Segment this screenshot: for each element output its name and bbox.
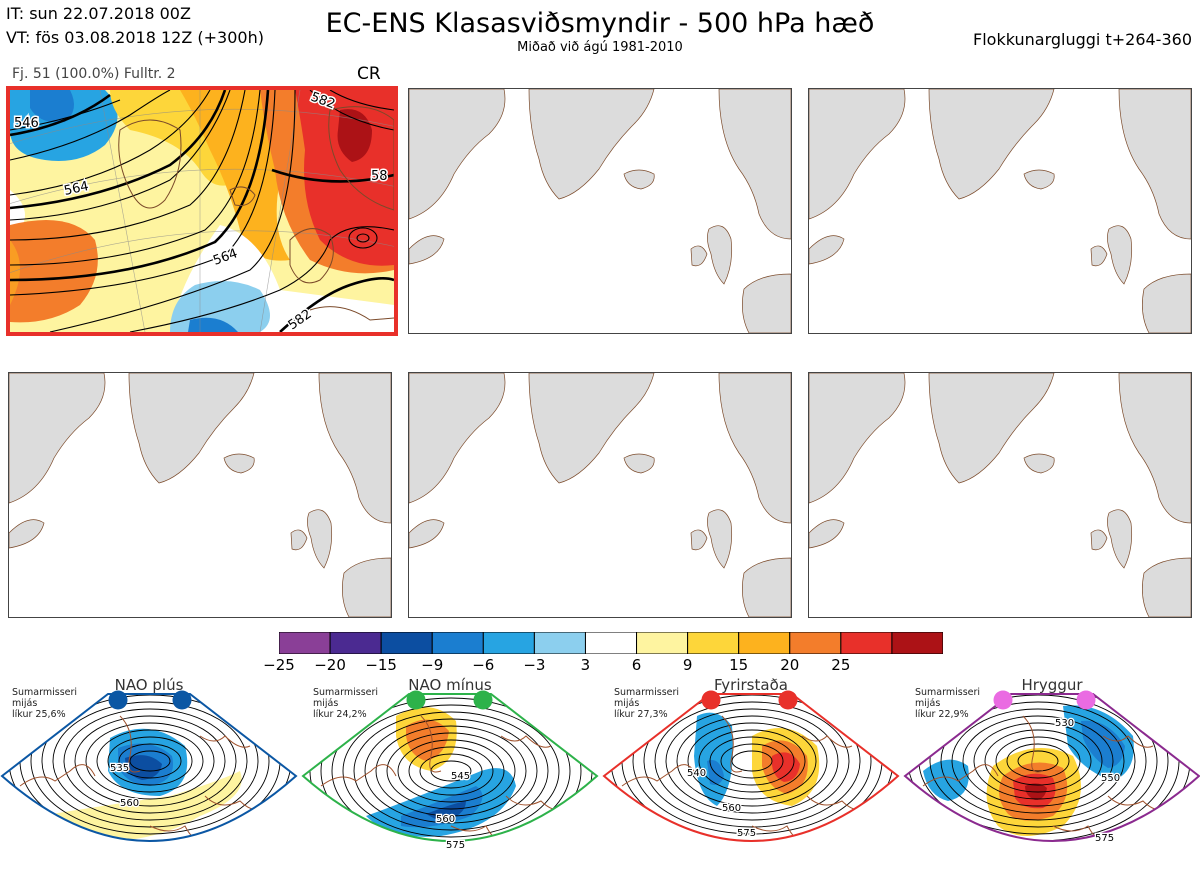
- regime-title: NAO plús: [114, 676, 184, 694]
- cluster-panel-6[interactable]: [808, 372, 1192, 618]
- colorbar-swatch: [584, 632, 638, 654]
- empty-cluster-map: [409, 373, 791, 617]
- regime-contour-label: 575: [737, 828, 756, 839]
- classification-window: Flokkunargluggi t+264-360: [973, 30, 1192, 49]
- colorbar-swatch: [279, 632, 331, 654]
- cluster-panel-1[interactable]: 546 564 564 582 582 58: [6, 86, 398, 336]
- colorbar-swatch: [636, 632, 689, 654]
- colorbar-tick: 15: [729, 656, 749, 674]
- regime-title: Hryggur: [1021, 676, 1083, 694]
- map-title: EC-ENS Klasasviðsmyndir - 500 hPa hæð: [325, 8, 875, 39]
- colorbar-swatch: [687, 632, 740, 654]
- regime-map: 535 560: [0, 690, 298, 842]
- colorbar-swatch: [533, 632, 586, 654]
- regime-panel[interactable]: 535 560 NAO plús Sumarmisseri mijás líkur 2…: [0, 676, 298, 871]
- regime-dot: [473, 690, 493, 710]
- regime-info: Sumarmisseri mijás líkur 24,2%: [313, 687, 379, 720]
- regime-dot: [406, 690, 426, 710]
- regime-title: NAO mínus: [408, 676, 492, 694]
- colorbar-tick: 9: [682, 656, 693, 674]
- regime-info: Sumarmisseri mijás líkur 25,6%: [12, 687, 78, 720]
- regime-info: Sumarmisseri mijás líkur 22,9%: [915, 687, 981, 720]
- regime-info: Sumarmisseri mijás líkur 27,3%: [614, 687, 680, 720]
- contour-label: 546: [14, 116, 39, 131]
- regime-dot: [1076, 690, 1096, 710]
- colorbar-swatch: [738, 632, 791, 654]
- regime-map: 545 560 575: [301, 690, 599, 852]
- colorbar-tick: 3: [580, 656, 591, 674]
- colorbar-tick: −3: [523, 656, 546, 674]
- colorbar-swatch: [789, 632, 842, 654]
- cluster-panel-4[interactable]: [8, 372, 392, 618]
- contour-label: 58: [371, 169, 388, 184]
- regime-dot: [108, 690, 128, 710]
- colorbar-swatch: [482, 632, 535, 654]
- panel-meta: Fj. 51 (100.0%) Fulltr. 2: [12, 66, 176, 82]
- colorbar-tick: −20: [314, 656, 346, 674]
- colorbar-tick: 20: [780, 656, 800, 674]
- regime-panel[interactable]: 545 560 575 NAO mínus Sumarmisseri mijás lík…: [301, 676, 599, 871]
- empty-cluster-map: [809, 89, 1191, 333]
- regime-map: 530 550 575: [903, 690, 1200, 845]
- colorbar-swatch: [891, 632, 943, 654]
- regime-map: 540 560 575: [602, 690, 900, 842]
- regime-panel[interactable]: 530 550 575 Hryggur Sumarmisseri mijás líkur…: [903, 676, 1200, 871]
- empty-cluster-map: [9, 373, 391, 617]
- colorbar-swatch: [431, 632, 484, 654]
- anomaly-colorbar: [279, 632, 943, 654]
- colorbar-swatch: [380, 632, 433, 654]
- colorbar-tick: −15: [365, 656, 397, 674]
- regime-dot: [993, 690, 1013, 710]
- regime-contour-label: 560: [436, 814, 455, 825]
- colorbar-tick: 6: [631, 656, 642, 674]
- cluster-map: 546 564 564 582 582 58: [10, 90, 394, 332]
- regime-title: Fyrirstaða: [714, 676, 788, 694]
- regime-contour-label: 530: [1055, 718, 1074, 729]
- regime-frame: [301, 693, 599, 842]
- regime-contour-label: 560: [722, 803, 741, 814]
- empty-cluster-map: [409, 89, 791, 333]
- regime-contour-label: 575: [446, 840, 465, 851]
- cluster-code: CR: [357, 64, 381, 84]
- regime-contour-label: 560: [120, 798, 139, 809]
- regime-contour-label: 550: [1101, 773, 1120, 784]
- cluster-panel-5[interactable]: [408, 372, 792, 618]
- colorbar-ticks: −25 −20 −15 −9 −6 −3 3 6 9 15 20 25: [0, 656, 1200, 676]
- regime-contour-label: 575: [1095, 833, 1114, 844]
- cluster-panel-2[interactable]: [408, 88, 792, 334]
- contour-label: 564: [63, 179, 90, 199]
- valid-time: VT: fös 03.08.2018 12Z (+300h): [6, 28, 264, 47]
- regime-dot: [172, 690, 192, 710]
- colorbar-tick: −6: [472, 656, 495, 674]
- map-subtitle: Miðað við ágú 1981-2010: [517, 40, 683, 55]
- regime-contour-label: 540: [687, 768, 706, 779]
- regime-dot: [778, 690, 798, 710]
- colorbar-tick: 25: [831, 656, 851, 674]
- regime-frame: [903, 693, 1200, 842]
- regime-frame: [602, 693, 900, 842]
- regime-contour-label: 545: [451, 771, 470, 782]
- colorbar-tick: −25: [263, 656, 295, 674]
- colorbar-tick: −9: [421, 656, 444, 674]
- cluster-panel-3[interactable]: [808, 88, 1192, 334]
- regime-contour-label: 535: [110, 763, 129, 774]
- empty-cluster-map: [809, 373, 1191, 617]
- regime-panel[interactable]: 540 560 575 Fyrirstaða Sumarmisseri mijás lí…: [602, 676, 900, 871]
- initial-time: IT: sun 22.07.2018 00Z: [6, 4, 191, 23]
- colorbar-swatch: [329, 632, 382, 654]
- regime-dot: [701, 690, 721, 710]
- regime-frame: [0, 693, 298, 842]
- colorbar-swatch: [840, 632, 893, 654]
